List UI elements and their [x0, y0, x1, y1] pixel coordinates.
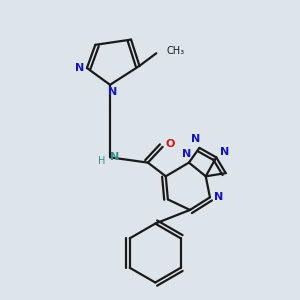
- Text: N: N: [182, 149, 191, 159]
- Text: O: O: [165, 139, 175, 149]
- Text: CH₃: CH₃: [167, 46, 185, 56]
- Text: N: N: [75, 63, 84, 73]
- Text: H: H: [98, 155, 105, 166]
- Text: N: N: [220, 147, 229, 157]
- Text: N: N: [110, 152, 119, 162]
- Text: N: N: [214, 192, 223, 202]
- Text: N: N: [107, 87, 117, 97]
- Text: N: N: [190, 134, 200, 145]
